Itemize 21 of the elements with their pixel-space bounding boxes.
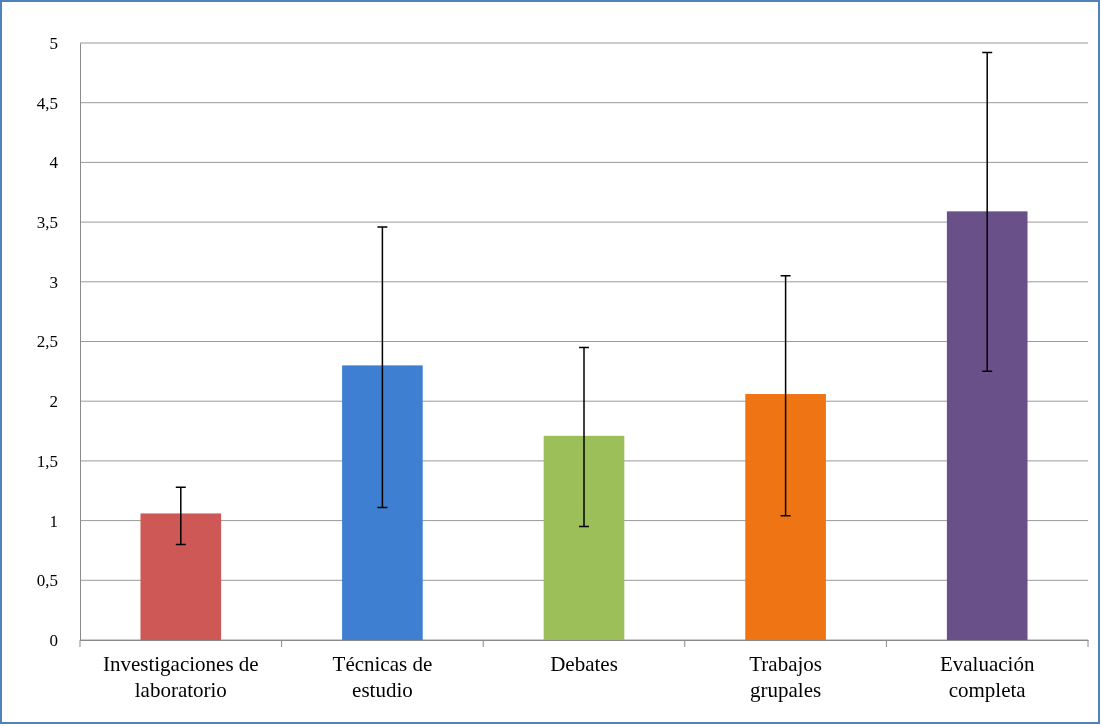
- y-tick-label: 0,5: [36, 571, 58, 591]
- x-tick-label: Evaluación completa: [939, 651, 1035, 703]
- y-tick-label: 3,5: [36, 213, 58, 233]
- bar: [543, 435, 625, 640]
- x-tick-label: Trabajos grupales: [749, 651, 822, 703]
- y-tick-label: 1,5: [36, 451, 58, 471]
- y-tick-label: 2: [49, 392, 58, 412]
- x-tick-label: Debates: [550, 651, 618, 676]
- y-tick-label: 1: [49, 511, 58, 531]
- bar: [946, 211, 1028, 640]
- bar: [342, 365, 423, 640]
- y-tick-label: 5: [49, 33, 58, 53]
- y-tick-label: 4: [49, 153, 59, 173]
- bar: [140, 513, 222, 640]
- y-tick-label: 2,5: [36, 332, 58, 352]
- x-tick-label: Investigaciones de laboratorio: [102, 651, 259, 703]
- x-tick-label: Técnicas de estudio: [332, 651, 433, 703]
- bar: [745, 394, 826, 640]
- y-tick-label: 0: [49, 630, 58, 650]
- y-tick-label: 3: [49, 272, 58, 292]
- y-tick-label: 4,5: [36, 93, 58, 113]
